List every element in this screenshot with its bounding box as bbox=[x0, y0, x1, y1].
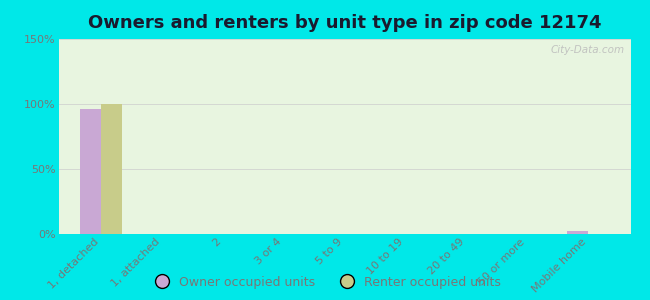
Legend: Owner occupied units, Renter occupied units: Owner occupied units, Renter occupied un… bbox=[144, 271, 506, 294]
Bar bbox=[101, 104, 122, 234]
Bar bbox=[567, 231, 588, 234]
Bar bbox=[80, 109, 101, 234]
Title: Owners and renters by unit type in zip code 12174: Owners and renters by unit type in zip c… bbox=[88, 14, 601, 32]
Text: City-Data.com: City-Data.com bbox=[551, 45, 625, 55]
